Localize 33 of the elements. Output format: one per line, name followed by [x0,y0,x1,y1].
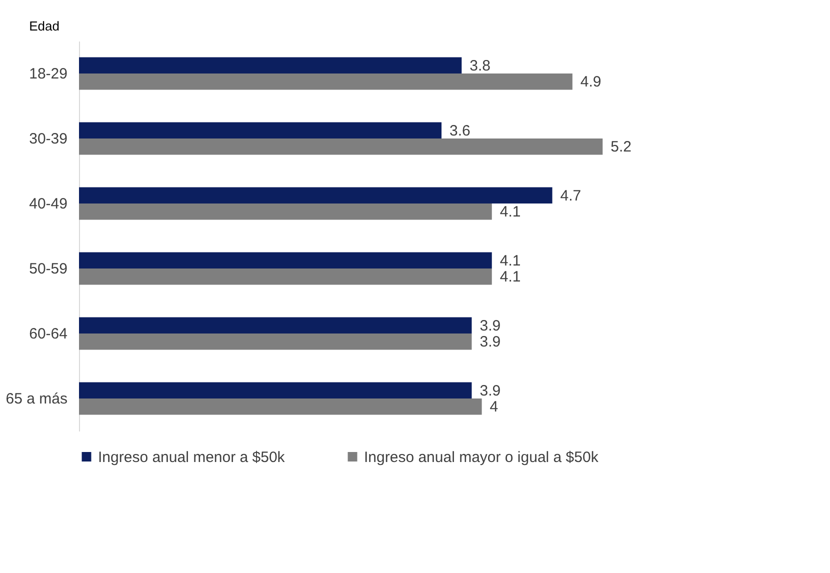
data-label: 4.9 [580,74,602,91]
bar [79,122,442,138]
legend-label: Ingreso anual menor a $50k [98,448,286,466]
y-tick-label: 40-49 [29,196,68,212]
data-label: 3.9 [480,317,501,334]
bar [79,398,482,415]
data-label: 4.7 [560,187,582,204]
bar [79,138,603,155]
y-tick-label: 18-29 [29,66,68,82]
data-label: 3.9 [480,382,501,400]
data-label: 4.1 [500,268,521,286]
bar [79,334,472,350]
y-tick-label: 50-59 [29,260,68,278]
data-label: 4 [490,398,498,416]
y-tick-label: 60-64 [29,326,68,342]
data-label: 5.2 [610,138,632,156]
data-label: 3.8 [470,57,491,74]
y-tick-label: 65 a más [6,390,68,408]
data-label: 3.9 [480,334,501,351]
bar [79,317,472,334]
legend-label: Ingreso anual mayor o igual a $50k [364,448,599,466]
bar [79,74,572,90]
y-tick-label: 30-39 [29,130,68,148]
bar [79,204,492,220]
y-axis-title: Edad [29,18,60,34]
data-label: 4.1 [500,204,521,221]
bar [79,268,492,285]
bar [79,57,462,74]
data-label: 3.6 [450,122,470,140]
bar [79,382,472,398]
data-label: 4.1 [500,252,521,270]
bar [79,252,492,268]
bar [79,187,552,204]
